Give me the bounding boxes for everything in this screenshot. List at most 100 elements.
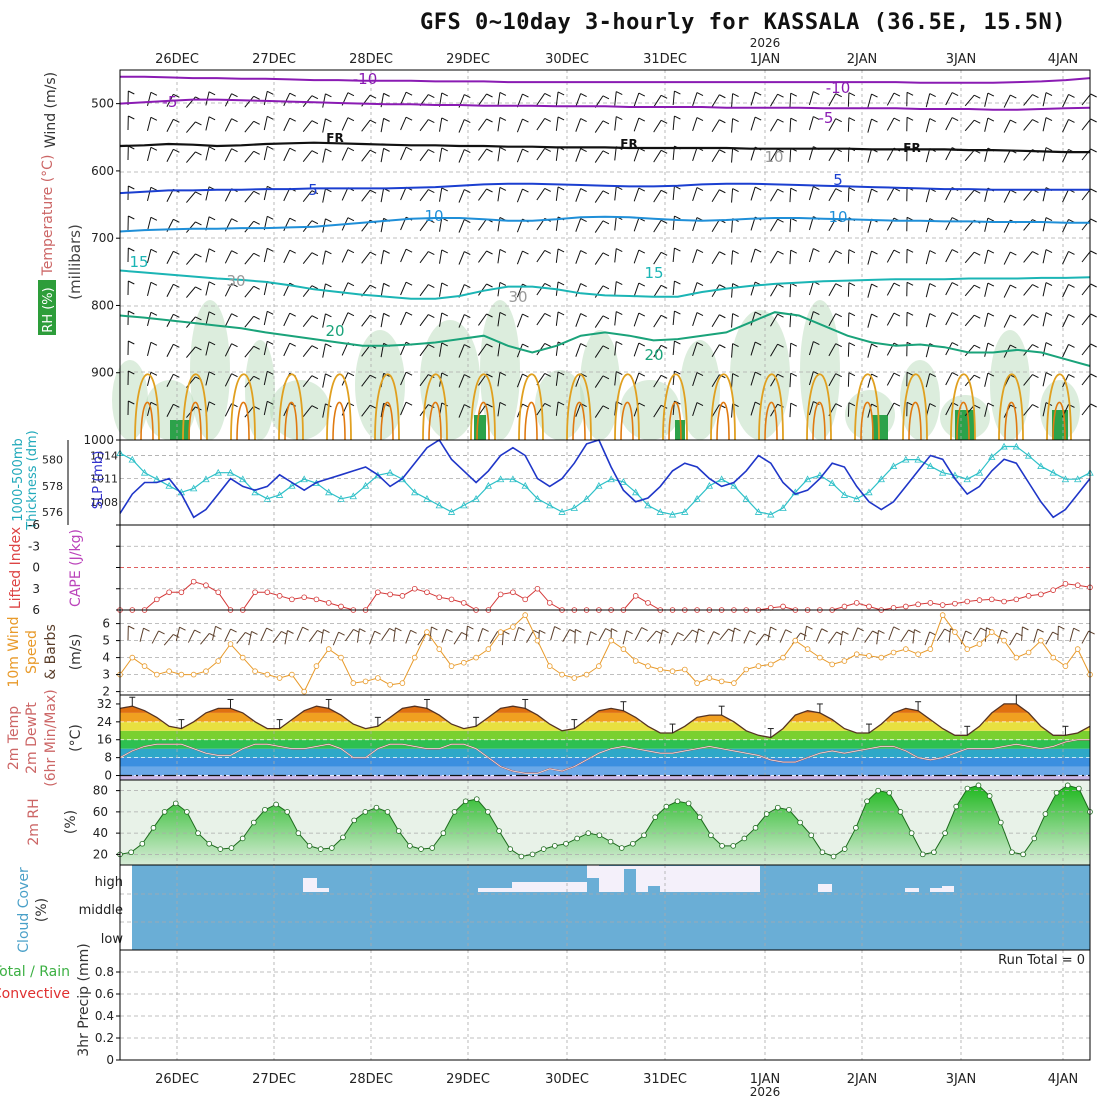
wind-barb	[731, 313, 739, 328]
barb-flag	[289, 147, 296, 152]
wind-barb	[439, 312, 448, 327]
wind-barb	[439, 249, 448, 264]
contour-label: -10	[353, 70, 378, 88]
barb-shaft	[1023, 404, 1033, 416]
barb-flag	[383, 147, 390, 152]
barb-flag	[251, 630, 258, 635]
axis-label: 3hr Precip (mm)	[76, 943, 92, 1056]
wind-speed-line-point	[497, 629, 504, 635]
barb-flag	[929, 118, 936, 123]
wind-barb	[1003, 284, 1017, 298]
lifted-index-line-point	[399, 593, 406, 599]
barb-flag	[749, 630, 756, 635]
wind-barb	[283, 92, 296, 107]
barb-flag	[580, 118, 587, 123]
clear-sky-gap	[315, 888, 329, 892]
barb-flag	[580, 218, 587, 223]
barb-shaft	[439, 217, 443, 232]
rh-line-point	[273, 801, 279, 808]
barb-flag	[544, 117, 551, 122]
wind-speed-line-point	[276, 675, 283, 681]
y-tick-label: 6	[102, 617, 110, 631]
temp-contour-25	[326, 373, 352, 441]
barb-flag	[871, 313, 878, 318]
thickness-line-point	[853, 495, 861, 502]
wind-barb	[594, 150, 610, 163]
rh-line-point	[730, 843, 737, 849]
wind-barb	[653, 344, 668, 358]
barb-shaft	[828, 188, 837, 202]
barb-shaft	[380, 403, 385, 418]
barb-shaft	[453, 632, 462, 645]
barb-shaft	[770, 373, 778, 387]
wind-barb	[984, 372, 995, 387]
rh-line-point	[1031, 835, 1038, 842]
temp-contour-25	[758, 373, 784, 441]
rh-line-point	[351, 817, 357, 824]
barb-shaft	[322, 148, 326, 163]
wind-barb	[283, 147, 296, 162]
barb-shaft	[186, 151, 196, 163]
temp-contour-25	[566, 373, 592, 441]
wind-barb	[1023, 374, 1039, 386]
wind-barb	[263, 247, 274, 263]
wind-barb	[380, 249, 390, 265]
thickness-line-point	[165, 481, 173, 489]
wind-barb	[501, 630, 510, 646]
barb-shaft	[341, 187, 349, 201]
barb-shaft	[789, 313, 792, 328]
barb-shaft	[731, 218, 734, 233]
wind-barb	[731, 627, 741, 642]
barb-flag	[267, 340, 274, 345]
barb-shaft	[263, 91, 268, 106]
wind-barb	[1042, 217, 1053, 232]
barb-shaft	[972, 627, 982, 641]
temp-contour-25	[614, 373, 640, 441]
barb-flag	[848, 372, 856, 377]
wind-barb	[186, 121, 202, 133]
barb-flag	[395, 627, 402, 632]
wind-barb	[224, 343, 238, 357]
barb-flag	[289, 342, 296, 347]
wind-barb	[555, 371, 565, 386]
wind-barb	[400, 146, 413, 161]
barb-flag	[719, 94, 726, 99]
contour-label: FR	[326, 131, 343, 145]
barb-shaft	[1009, 632, 1018, 646]
barb-shaft	[1042, 249, 1047, 264]
barb-flag	[289, 117, 296, 122]
barb-flag	[871, 403, 878, 408]
barb-shaft	[847, 342, 850, 357]
wind-barb	[839, 630, 849, 646]
barb-shaft	[341, 249, 349, 263]
thickness-line-point	[779, 504, 787, 511]
barb-flag	[696, 402, 704, 407]
barb-flag	[539, 629, 546, 634]
wind-barb	[453, 631, 468, 645]
barb-shaft	[1003, 189, 1011, 203]
barb-flag	[231, 218, 238, 223]
y-tick-label: 900	[91, 366, 114, 380]
barb-shaft	[1042, 217, 1047, 232]
temp-contour-30	[668, 401, 682, 441]
lifted-index-line-point	[460, 600, 467, 606]
barb-shaft	[536, 188, 546, 201]
wind-barb	[594, 315, 610, 328]
bottom-date-label: 27DEC	[252, 1072, 296, 1087]
wind-barb	[497, 116, 507, 132]
barb-shaft	[731, 313, 734, 328]
barb-shaft	[888, 626, 895, 641]
wind-barb	[380, 282, 390, 298]
barb-shaft	[400, 281, 407, 296]
barb-flag	[499, 186, 507, 191]
barb-flag	[405, 91, 413, 96]
thickness-line-point	[533, 495, 542, 502]
barb-shaft	[575, 343, 582, 357]
barb-shaft	[263, 281, 268, 296]
wind-barb	[283, 117, 296, 132]
barb-flag	[231, 250, 238, 255]
thickness-line-point	[251, 488, 259, 496]
barb-flag	[848, 249, 856, 254]
temp-contour-15	[119, 269, 1091, 300]
barb-flag	[821, 628, 828, 633]
